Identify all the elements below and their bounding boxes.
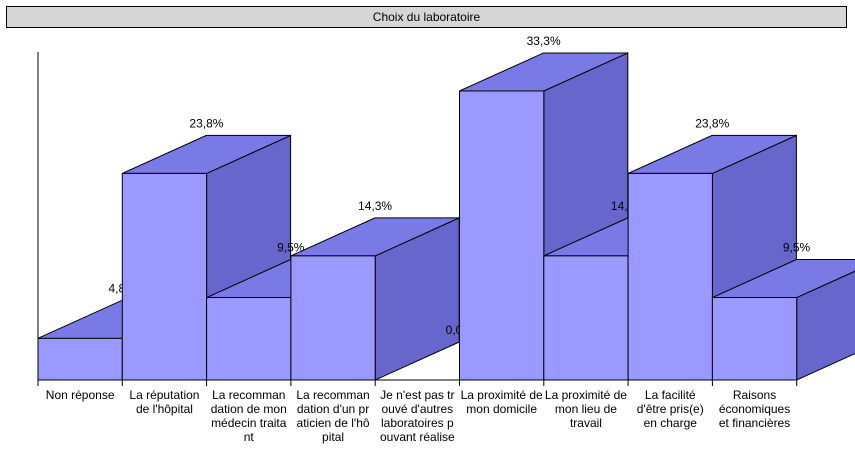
category-label: Non réponse (46, 388, 115, 402)
bar-front (543, 255, 629, 381)
bar-front (459, 90, 545, 381)
category-label: La réputation de l'hôpital (129, 388, 199, 416)
chart-title: Choix du laboratoire (6, 6, 847, 28)
category-label: Je n'est pas tr ouvé d'autres laboratoires… (380, 388, 455, 444)
category-label: La proximité de mon lieu de travail (545, 388, 627, 430)
bar-front (121, 172, 208, 381)
bar-front (37, 337, 123, 381)
category-label: La recomman dation d'un pr aticien de l'hô… (296, 388, 370, 444)
data-label: 23,8% (189, 116, 223, 130)
bar-front (206, 297, 292, 381)
bar-front (711, 297, 798, 381)
data-label: 23,8% (695, 116, 729, 130)
category-label: La facilité d'être pris(e) en charge (637, 388, 704, 430)
bar-9 (711, 259, 855, 381)
category-label: La proximité de mon domicile (461, 388, 543, 416)
bar-front (627, 172, 713, 381)
data-label: 33,3% (527, 34, 561, 48)
data-label: 14,3% (358, 199, 392, 213)
bar-4 (290, 217, 460, 381)
data-label: 9,5% (277, 241, 305, 255)
category-label: Raisons économiques et financières (719, 388, 790, 430)
data-label: 9,5% (783, 241, 811, 255)
category-label: La recomman dation de mon médecin traita nt (211, 388, 287, 444)
bar-front (290, 255, 376, 381)
